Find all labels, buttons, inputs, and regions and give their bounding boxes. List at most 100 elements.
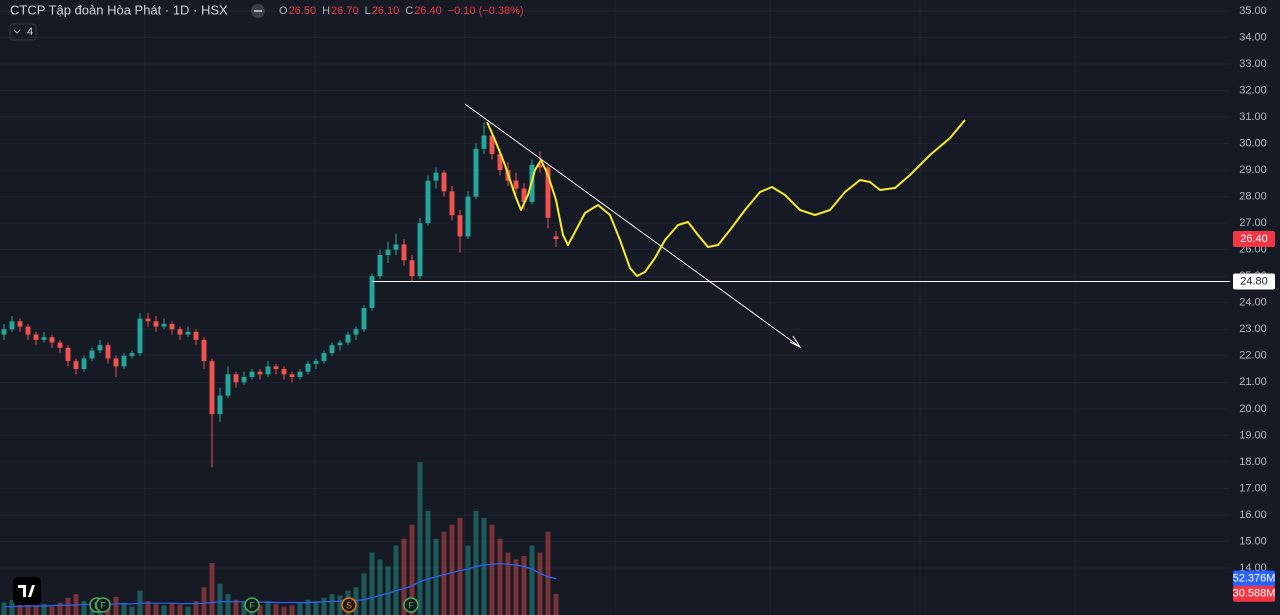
y-tick-label: 17.00 [1239, 482, 1267, 494]
grid [144, 0, 1076, 615]
volume-bar [129, 606, 135, 615]
candle-body [417, 223, 423, 277]
volume-bar [457, 517, 463, 615]
candle-body [345, 334, 351, 343]
candle-body [513, 180, 519, 189]
volume-bar [481, 517, 487, 615]
candle-body [465, 196, 471, 237]
candle-body [361, 308, 367, 330]
candle-body [537, 164, 543, 168]
candle-body [433, 172, 439, 181]
drawings [464, 103, 966, 349]
candle-body [329, 345, 335, 354]
candle-body [257, 371, 263, 375]
header: CTCP Tập đoàn Hòa Phát · 1D · HSX O 26.50… [9, 2, 524, 41]
ohlc: O 26.50 H 26.70 L 26.10 C 26.40 −0.10 (−0.38%) [279, 5, 524, 17]
y-tick-label: 34.00 [1239, 31, 1267, 43]
event-marker[interactable] [341, 597, 357, 613]
volume-bar [1, 602, 7, 615]
y-tick-label: 27.00 [1239, 217, 1267, 229]
candle-body [121, 355, 127, 367]
candle-body [57, 342, 63, 348]
volume-bar [425, 510, 431, 615]
candle-body [169, 323, 175, 330]
volume-bar [121, 602, 127, 615]
candle-body [201, 339, 207, 362]
candle-body [409, 260, 415, 277]
ohlc-key: H [322, 5, 330, 17]
trend-arrow [789, 335, 802, 349]
indicator-toggle[interactable] [9, 23, 37, 41]
candle-body [321, 353, 327, 362]
y-tick-label: 31.00 [1239, 111, 1267, 123]
candle-body [545, 167, 551, 218]
candle-body [41, 337, 47, 340]
volume-bar [553, 593, 559, 615]
candle-body [145, 318, 151, 322]
y-tick-label: 19.00 [1239, 429, 1267, 441]
candle-body [353, 329, 359, 335]
volume-bar [385, 566, 391, 615]
volume-bar [169, 602, 175, 615]
candle-body [73, 361, 79, 370]
ohlc-value: 26.70 [331, 5, 359, 17]
volume-bar [537, 552, 543, 615]
candle-body [9, 321, 15, 330]
volume-bar [313, 601, 319, 615]
candle-body [265, 366, 271, 375]
volume-bar [41, 603, 47, 615]
volume-bar [273, 603, 279, 615]
volume-bar [265, 601, 271, 615]
volume-bar [201, 587, 207, 615]
candle-body [393, 244, 399, 250]
candle-body [473, 148, 479, 197]
candle-body [33, 334, 39, 340]
candle-body [401, 244, 407, 261]
event-marker[interactable] [403, 597, 419, 613]
ohlc-key: C [405, 5, 413, 17]
volume-bar [505, 552, 511, 615]
candle-body [273, 366, 279, 370]
y-tick-label: 23.00 [1239, 323, 1267, 335]
events: FFFSF [89, 597, 419, 613]
candle-body [521, 188, 527, 202]
volume-bar [177, 604, 183, 615]
volume-bar [465, 545, 471, 615]
volume-bar [25, 601, 31, 615]
candle-body [89, 350, 95, 359]
event-label: S [346, 600, 352, 610]
last-price-tag-bg [1233, 231, 1275, 248]
y-tick-label: 28.00 [1239, 191, 1267, 203]
volume-bar [209, 562, 215, 615]
y-tick-label: 33.00 [1239, 58, 1267, 70]
volume-bar [513, 559, 519, 615]
volume-tag: 30.588M [1233, 588, 1276, 600]
price-axis: 14.0015.0016.0017.0018.0019.0020.0021.00… [1230, 0, 1280, 615]
volume-bar [361, 573, 367, 615]
y-tick-label: 21.00 [1239, 376, 1267, 388]
volume-bar [337, 595, 343, 615]
candle-body [217, 395, 223, 415]
candle-body [489, 135, 495, 155]
volume-bar [497, 538, 503, 615]
logo-mark [18, 585, 35, 597]
logo [13, 577, 41, 605]
volume-bar [401, 538, 407, 615]
event-label: F [100, 600, 106, 610]
volume-bar [305, 599, 311, 615]
event-marker[interactable] [244, 597, 260, 613]
indicator-count: 4 [27, 26, 33, 38]
candle-body [193, 331, 199, 340]
volume-bar [521, 555, 527, 615]
last-price-tag: 26.40 [1240, 233, 1268, 245]
candle-body [137, 318, 143, 354]
ohlc-value: 26.50 [289, 5, 317, 17]
candle-body [153, 321, 159, 327]
candle-body [129, 353, 135, 356]
change: −0.10 (−0.38%) [448, 5, 524, 17]
candle-body [425, 180, 431, 224]
event-marker[interactable] [95, 597, 111, 613]
ohlc-value: 26.40 [414, 5, 442, 17]
volume-bar [321, 597, 327, 615]
